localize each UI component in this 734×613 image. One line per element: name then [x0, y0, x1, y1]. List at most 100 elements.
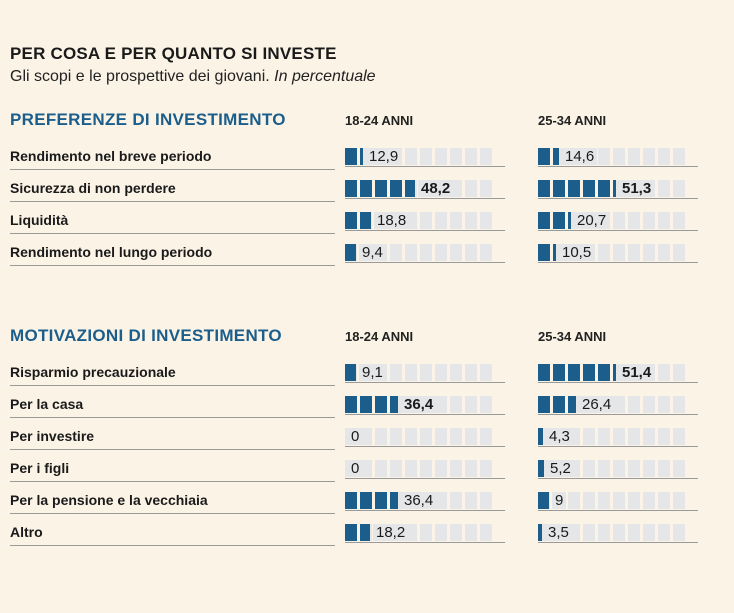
bar-segment-filled	[345, 492, 357, 509]
bar-segment-empty	[450, 460, 462, 477]
bar-segment-empty	[598, 460, 610, 477]
bar-segment-empty	[480, 524, 492, 541]
bar-segment-empty	[465, 524, 477, 541]
bar-segment-partial	[390, 396, 398, 413]
bar-segment-empty	[450, 428, 462, 445]
data-label: 14,6	[562, 148, 598, 165]
bar-segment-partial	[538, 428, 543, 445]
bar-segment-empty	[643, 524, 655, 541]
bar-segment-empty	[465, 460, 477, 477]
bar-segment-empty	[628, 428, 640, 445]
bar-segment-empty	[420, 364, 432, 381]
bar-segment-filled	[538, 212, 550, 229]
data-label: 0	[348, 428, 363, 445]
page-title: PER COSA E PER QUANTO SI INVESTE	[10, 44, 337, 63]
bar-segment-filled	[375, 492, 387, 509]
bar-segment-empty	[568, 492, 580, 509]
bar-segment-empty	[480, 492, 492, 509]
bar-segment-partial	[360, 524, 370, 541]
bar-segment-empty	[673, 180, 685, 197]
bar-segment-empty	[643, 396, 655, 413]
bar-cell: 26,4	[538, 396, 698, 415]
bar-segment-empty	[613, 244, 625, 261]
bar-segment-empty	[420, 524, 432, 541]
column-header-2-1: 18-24 ANNI	[345, 329, 414, 344]
bar-cell: 51,4	[538, 364, 698, 383]
bar-segment-empty	[450, 396, 462, 413]
bar-cell: 3,5	[538, 524, 698, 543]
bar-segment-empty	[435, 212, 447, 229]
bar-segment-partial	[553, 148, 559, 165]
bar-segment-empty	[613, 524, 625, 541]
bar-segment-empty	[405, 244, 417, 261]
bar-segment-empty	[465, 364, 477, 381]
bar-segment-empty	[598, 244, 610, 261]
data-label: 48,2	[418, 180, 454, 197]
bar-cell: 12,9	[345, 148, 505, 167]
bar-cell: 0	[345, 460, 505, 479]
bar-segment-empty	[673, 524, 685, 541]
row-label: Per la pensione e la vecchiaia	[10, 490, 335, 514]
bar-segment-filled	[583, 180, 595, 197]
bar-cell: 14,6	[538, 148, 698, 167]
bar-segment-empty	[643, 244, 655, 261]
data-label: 26,4	[579, 396, 615, 413]
section-title-2: MOTIVAZIONI DI INVESTIMENTO	[10, 326, 282, 345]
bar-segment-empty	[658, 148, 670, 165]
bar-segment-empty	[658, 212, 670, 229]
bar-segment-empty	[480, 396, 492, 413]
bar-segment-empty	[435, 148, 447, 165]
bar-segment-filled	[583, 364, 595, 381]
bar-segment-filled	[538, 364, 550, 381]
bar-segment-empty	[390, 460, 402, 477]
bar-segment-partial	[345, 364, 356, 381]
bar-segment-empty	[613, 148, 625, 165]
bar-segment-empty	[658, 364, 670, 381]
bar-segment-partial	[390, 492, 398, 509]
bar-segment-filled	[390, 180, 402, 197]
bar-segment-empty	[613, 428, 625, 445]
data-label: 18,2	[373, 524, 409, 541]
bar-segment-filled	[345, 524, 357, 541]
bar-segment-filled	[553, 364, 565, 381]
bar-segment-filled	[345, 180, 357, 197]
bar-segment-empty	[465, 180, 477, 197]
bar-segment-empty	[658, 460, 670, 477]
bar-segment-empty	[465, 244, 477, 261]
bar-segment-filled	[538, 244, 550, 261]
bar-segment-filled	[568, 180, 580, 197]
row-label: Per i figli	[10, 458, 335, 482]
bar-segment-empty	[420, 460, 432, 477]
bar-segment-empty	[480, 212, 492, 229]
bar-segment-empty	[643, 148, 655, 165]
bar-segment-empty	[480, 364, 492, 381]
bar-cell: 5,2	[538, 460, 698, 479]
column-header-1-1: 18-24 ANNI	[345, 113, 414, 128]
bar-segment-filled	[538, 180, 550, 197]
bar-segment-filled	[553, 180, 565, 197]
bar-segment-empty	[583, 492, 595, 509]
row-label: Rendimento nel breve periodo	[10, 146, 335, 170]
bar-segment-empty	[613, 460, 625, 477]
bar-segment-empty	[420, 148, 432, 165]
bar-segment-empty	[628, 148, 640, 165]
bar-segment-empty	[465, 212, 477, 229]
data-label: 10,5	[559, 244, 595, 261]
bar-segment-empty	[673, 364, 685, 381]
bar-segment-empty	[628, 460, 640, 477]
bar-cell: 51,3	[538, 180, 698, 199]
column-header-2-2: 25-34 ANNI	[538, 329, 607, 344]
column-header-1-2: 25-34 ANNI	[538, 113, 607, 128]
row-label: Altro	[10, 522, 335, 546]
bar-segment-empty	[598, 148, 610, 165]
bar-segment-empty	[643, 428, 655, 445]
data-label: 5,2	[547, 460, 574, 477]
bar-segment-empty	[450, 524, 462, 541]
bar-segment-empty	[375, 460, 387, 477]
bar-cell: 0	[345, 428, 505, 447]
bar-segment-partial	[405, 180, 415, 197]
row-label: Sicurezza di non perdere	[10, 178, 335, 202]
data-label: 36,4	[401, 396, 437, 413]
bar-segment-filled	[345, 396, 357, 413]
data-label: 51,3	[619, 180, 655, 197]
